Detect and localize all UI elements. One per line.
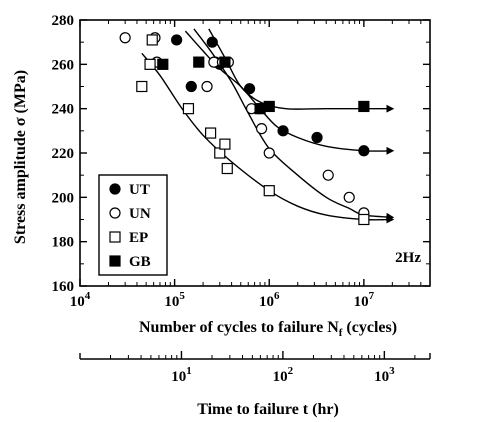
point-ut bbox=[243, 83, 256, 95]
point-un bbox=[263, 147, 275, 159]
curve-ut bbox=[184, 30, 395, 155]
legend-marker-gb bbox=[109, 255, 121, 267]
y-tick-label: 280 bbox=[52, 13, 75, 29]
y-tick-label: 180 bbox=[52, 235, 75, 251]
y-axis-label: Stress amplitude σ (MPa) bbox=[12, 70, 29, 244]
x-tick-label: 107 bbox=[354, 290, 375, 310]
point-ep bbox=[204, 127, 217, 139]
point-gb bbox=[219, 56, 231, 68]
curve-ep bbox=[141, 52, 395, 224]
point-un bbox=[343, 191, 355, 203]
point-ep bbox=[182, 103, 195, 115]
point-un bbox=[201, 80, 213, 93]
point-un bbox=[119, 32, 131, 44]
secondary-tick-label: 101 bbox=[171, 365, 192, 385]
x-axis-label-unit: (cycles) bbox=[342, 319, 397, 336]
point-ut bbox=[311, 131, 323, 144]
point-gb bbox=[254, 103, 266, 115]
legend-label-gb: GB bbox=[129, 254, 151, 270]
point-un bbox=[255, 123, 268, 135]
legend-label-un: UN bbox=[129, 206, 151, 222]
point-ep bbox=[146, 34, 158, 46]
y-tick-label: 200 bbox=[52, 190, 75, 206]
point-ep bbox=[144, 58, 156, 70]
data-points bbox=[119, 32, 370, 226]
curve-gb bbox=[208, 28, 395, 113]
x-tick-label: 106 bbox=[259, 290, 280, 310]
point-ep bbox=[219, 138, 231, 150]
legend-label-ep: EP bbox=[129, 230, 148, 246]
x-axis-label: Number of cycles to failure Nf (cycles) bbox=[139, 319, 397, 339]
y-tick-label: 160 bbox=[52, 279, 75, 295]
secondary-axis-label: Time to failure t (hr) bbox=[197, 401, 339, 418]
point-ut bbox=[185, 80, 197, 93]
point-ep bbox=[263, 185, 275, 197]
legend-label-ut: UT bbox=[129, 182, 150, 198]
point-gb bbox=[263, 100, 275, 113]
y-tick-label: 220 bbox=[52, 146, 75, 162]
legend: UT UN EP GB bbox=[98, 174, 168, 276]
point-ep bbox=[358, 213, 370, 226]
point-ut bbox=[277, 125, 289, 137]
x-axis-label-text: Number of cycles to failure N bbox=[139, 319, 339, 336]
point-ut bbox=[358, 145, 370, 157]
x-tick-label: 105 bbox=[164, 290, 185, 310]
point-ep bbox=[136, 80, 148, 93]
point-ut bbox=[206, 36, 218, 48]
annotation-frequency: 2Hz bbox=[395, 250, 421, 266]
point-ep bbox=[221, 162, 233, 175]
secondary-tick-label: 103 bbox=[374, 365, 395, 385]
secondary-tick-label: 102 bbox=[273, 365, 294, 385]
y-tick-label: 260 bbox=[52, 57, 75, 73]
point-gb bbox=[358, 100, 370, 113]
point-un bbox=[322, 169, 334, 181]
x-tick-label: 104 bbox=[70, 290, 91, 310]
y-tick-label: 240 bbox=[52, 102, 75, 118]
legend-marker-ep bbox=[109, 231, 121, 243]
legend-marker-un bbox=[109, 207, 121, 219]
legend-marker-ut bbox=[109, 183, 121, 195]
axes: 160 180 200 220 240 260 280 104 105 106 107 101 102 1… bbox=[52, 13, 431, 385]
point-gb bbox=[157, 58, 169, 70]
x-axis-label-sub: f bbox=[339, 327, 343, 339]
point-ut bbox=[171, 34, 183, 46]
point-gb bbox=[193, 56, 205, 68]
